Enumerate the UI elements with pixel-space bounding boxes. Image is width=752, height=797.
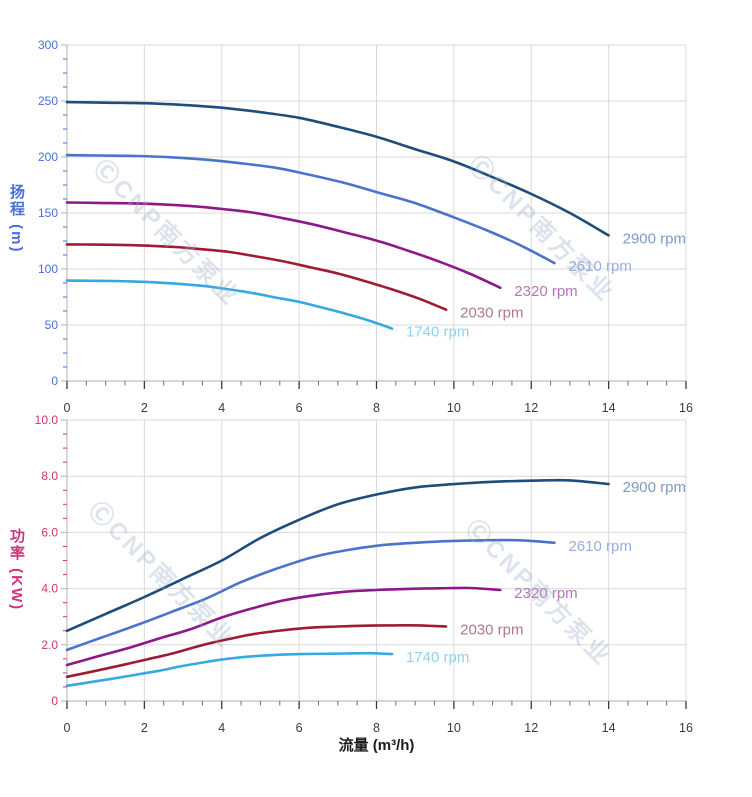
x-tick-label: 0 — [64, 721, 71, 735]
curve-label-2030-rpm: 2030 rpm — [460, 305, 523, 322]
curve-1740-rpm — [65, 279, 394, 330]
x-tick-label: 4 — [218, 401, 225, 415]
y-tick-label: 10.0 — [35, 413, 59, 427]
curve-2900-rpm — [65, 100, 610, 237]
x-tick-label: 14 — [602, 401, 616, 415]
curve-label-2030-rpm: 2030 rpm — [460, 622, 523, 639]
curve-label-2320-rpm: 2320 rpm — [514, 283, 577, 300]
curve-2610-rpm — [65, 153, 556, 265]
curve-label-2610-rpm: 2610 rpm — [568, 538, 631, 555]
x-axis-title: 流量 (m³/h) — [338, 737, 415, 754]
y-tick-label: 200 — [38, 150, 58, 164]
curve-2610-rpm — [65, 538, 556, 652]
x-tick-label: 6 — [296, 401, 303, 415]
x-tick-label: 4 — [218, 721, 225, 735]
curve-2030-rpm — [65, 624, 448, 679]
y-tick-label: 300 — [38, 38, 58, 52]
x-tick-label: 0 — [64, 401, 71, 415]
curve-label-2610-rpm: 2610 rpm — [568, 258, 631, 275]
y-tick-label: 150 — [38, 206, 58, 220]
y-tick-label: 100 — [38, 262, 58, 276]
curve-2030-rpm — [65, 243, 448, 311]
x-tick-label: 16 — [679, 401, 693, 415]
y-tick-label: 250 — [38, 94, 58, 108]
y-tick-label: 0 — [51, 374, 58, 388]
x-tick-label: 16 — [679, 721, 693, 735]
x-tick-label: 2 — [141, 721, 148, 735]
x-tick-label: 6 — [296, 721, 303, 735]
curve-1740-rpm — [65, 651, 394, 688]
x-tick-label: 10 — [447, 721, 461, 735]
curve-2900-rpm — [65, 478, 610, 633]
curve-label-1740-rpm: 1740 rpm — [406, 649, 469, 666]
x-tick-label: 2 — [141, 401, 148, 415]
x-tick-label: 8 — [373, 721, 380, 735]
x-tick-label: 12 — [524, 721, 538, 735]
x-tick-label: 10 — [447, 401, 461, 415]
y-tick-label: 50 — [45, 318, 59, 332]
x-tick-label: 14 — [602, 721, 616, 735]
curve-label-1740-rpm: 1740 rpm — [406, 324, 469, 341]
y-tick-label: 2.0 — [41, 638, 58, 652]
curve-2320-rpm — [65, 586, 502, 667]
y-tick-label: 0 — [51, 694, 58, 708]
curve-label-2900-rpm: 2900 rpm — [623, 230, 686, 247]
curve-label-2320-rpm: 2320 rpm — [514, 585, 577, 602]
y-axis-title-power: 功率 (KW) — [8, 528, 25, 612]
x-tick-label: 8 — [373, 401, 380, 415]
curve-label-2900-rpm: 2900 rpm — [623, 479, 686, 496]
curve-2320-rpm — [65, 201, 502, 290]
x-tick-label: 12 — [524, 401, 538, 415]
y-tick-label: 6.0 — [41, 525, 58, 539]
y-tick-label: 8.0 — [41, 469, 58, 483]
y-axis-title-head: 扬程 (m) — [8, 184, 25, 254]
y-tick-label: 4.0 — [41, 582, 58, 596]
